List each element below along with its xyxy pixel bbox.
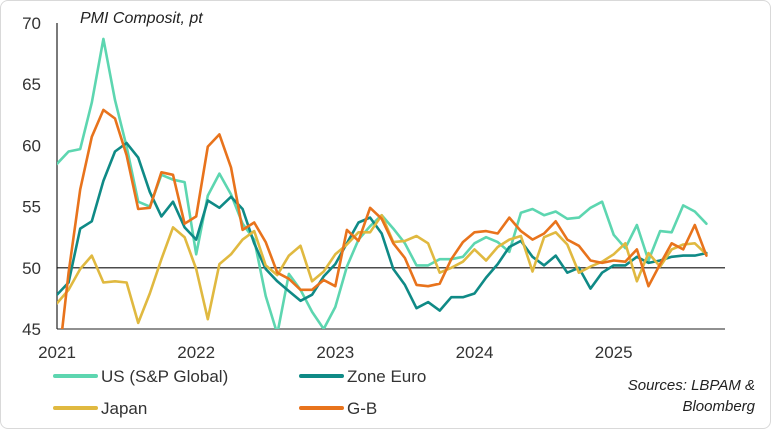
chart-axes xyxy=(56,23,725,330)
legend-label-us: US (S&P Global) xyxy=(101,367,228,386)
y-tick-label: 65 xyxy=(22,75,41,94)
legend-item-zone-euro: Zone Euro xyxy=(299,367,426,386)
legend-item-japan: Japan xyxy=(53,399,147,418)
y-tick-labels: 45 50 55 60 65 70 xyxy=(22,14,41,339)
y-tick-label: 45 xyxy=(22,320,41,339)
y-axis-title: PMI Composit, pt xyxy=(80,10,203,27)
x-tick-label: 2025 xyxy=(595,343,633,362)
series-line-zone-euro xyxy=(57,141,708,312)
x-tick-label: 2021 xyxy=(38,343,76,362)
source-note: Sources: LBPAM & Bloomberg xyxy=(628,377,756,415)
source-line-1: Sources: LBPAM & xyxy=(628,377,755,394)
legend-label-gb: G-B xyxy=(347,399,377,418)
x-tick-label: 2024 xyxy=(456,343,494,362)
legend-item-us: US (S&P Global) xyxy=(53,367,228,386)
x-tick-label: 2023 xyxy=(316,343,354,362)
y-tick-label: 55 xyxy=(22,198,41,217)
series-line-g-b xyxy=(60,108,708,329)
y-tick-label: 70 xyxy=(22,14,41,33)
y-tick-label: 50 xyxy=(22,259,41,278)
x-tick-labels: 2021 2022 2023 2024 2025 xyxy=(38,343,632,362)
series-lines xyxy=(57,37,708,329)
x-tick-label: 2022 xyxy=(177,343,215,362)
legend: US (S&P Global) Zone Euro Japan G-B xyxy=(53,367,426,418)
legend-label-japan: Japan xyxy=(101,399,147,418)
series-line-us-s-p-global xyxy=(57,37,708,329)
source-line-2: Bloomberg xyxy=(682,398,755,415)
y-tick-label: 60 xyxy=(22,136,41,155)
legend-label-zone-euro: Zone Euro xyxy=(347,367,426,386)
legend-item-gb: G-B xyxy=(299,399,377,418)
